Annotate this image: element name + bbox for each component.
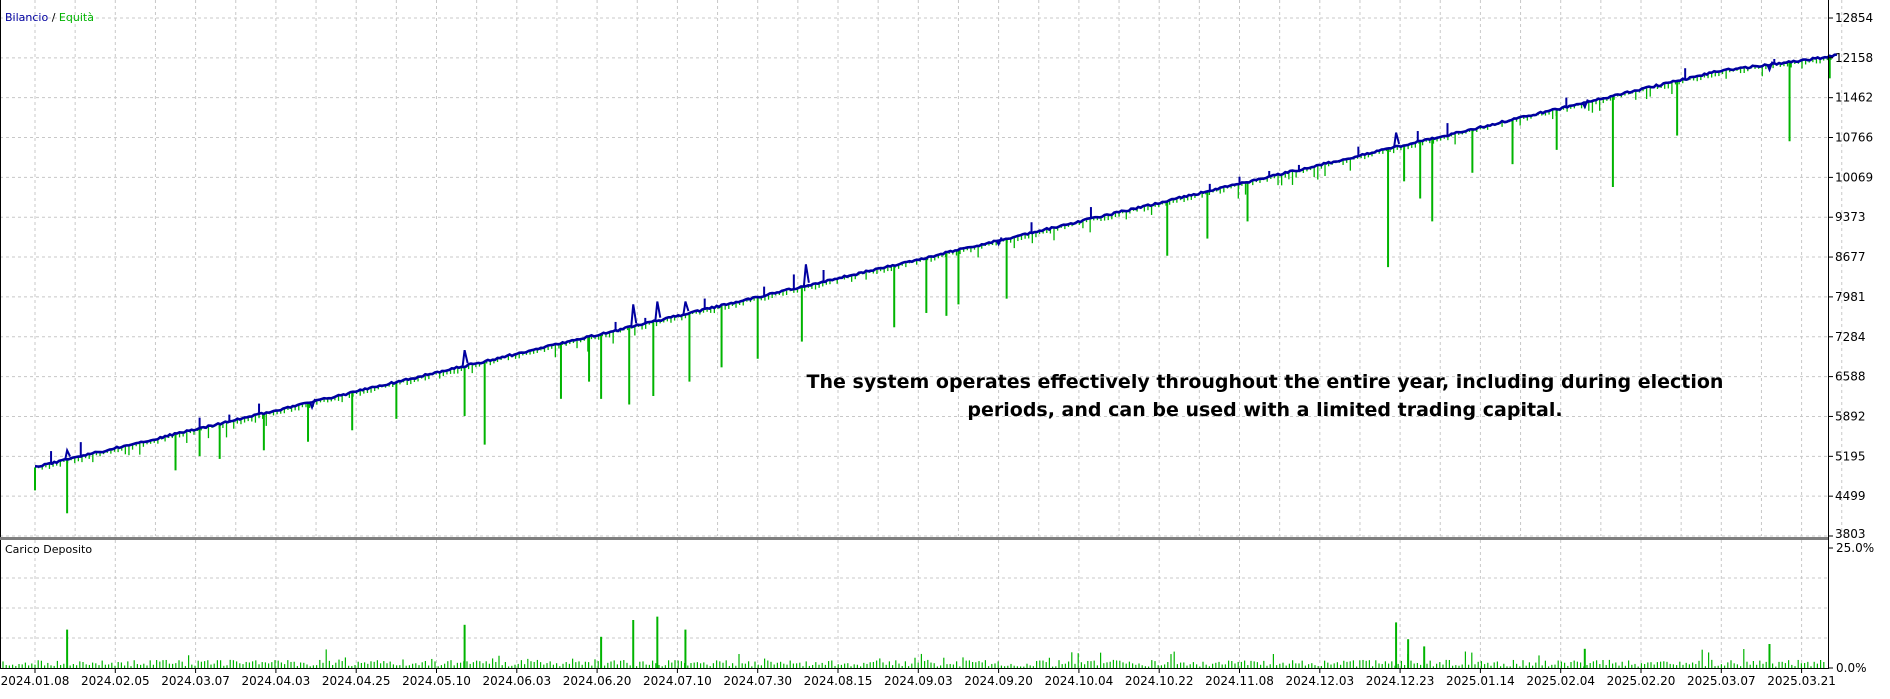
- lower-panel-title: Carico Deposito: [5, 543, 92, 556]
- balance-spike: [654, 301, 662, 322]
- x-tick-label: 2025.03.07: [1687, 674, 1756, 688]
- x-tick-label: 2025.03.21: [1767, 674, 1836, 688]
- y-tick-label: 5195: [1835, 449, 1866, 463]
- balance-series: [34, 53, 1838, 468]
- x-tick-label: 2024.12.23: [1366, 674, 1435, 688]
- equity-series: [34, 56, 1832, 514]
- x-tick-label: 2024.12.03: [1285, 674, 1354, 688]
- x-tick-label: 2024.11.08: [1205, 674, 1274, 688]
- y-tick-label: 10069: [1835, 170, 1873, 184]
- chart-frame: [0, 0, 1829, 669]
- balance-spike: [995, 237, 1003, 247]
- y-tick-label: 7981: [1835, 290, 1866, 304]
- x-tick-label: 2024.05.10: [402, 674, 471, 688]
- y-tick-label: 6588: [1835, 370, 1866, 384]
- x-tick-label: 2024.09.03: [884, 674, 953, 688]
- balance-spike: [682, 301, 690, 315]
- legend-separator: /: [48, 11, 59, 24]
- balance-spike: [802, 264, 810, 287]
- balance-spike: [64, 447, 72, 461]
- y-tick-label: 12854: [1835, 11, 1873, 25]
- x-tick-label: 2025.01.14: [1446, 674, 1515, 688]
- x-tick-label: 2024.06.03: [482, 674, 551, 688]
- x-tick-label: 2024.06.20: [563, 674, 632, 688]
- y-tick-label: 4499: [1835, 489, 1866, 503]
- balance-spike: [309, 398, 316, 411]
- annotation-line-2: periods, and can be used with a limited …: [967, 399, 1562, 421]
- annotation-line-1: The system operates effectively througho…: [807, 371, 1724, 393]
- lower-y-tick-label: 0.0%: [1836, 661, 1867, 675]
- y-tick-label: 12158: [1835, 51, 1873, 65]
- x-tick-label: 2024.08.15: [804, 674, 873, 688]
- x-tick-label: 2024.09.20: [964, 674, 1033, 688]
- x-tick-label: 2024.01.08: [1, 674, 70, 688]
- x-tick-label: 2025.02.20: [1607, 674, 1676, 688]
- panel-divider: [0, 537, 1828, 540]
- balance-spike: [630, 304, 638, 327]
- x-tick-label: 2024.04.03: [242, 674, 311, 688]
- x-tick-label: 2024.02.05: [81, 674, 150, 688]
- legend-equity-label: Equità: [59, 11, 94, 24]
- x-tick-label: 2024.04.25: [322, 674, 391, 688]
- balance-spike: [1581, 99, 1589, 110]
- balance-spike: [1393, 132, 1401, 148]
- lower-y-tick-label: 25.0%: [1836, 541, 1874, 555]
- x-axis-ticks: 2024.01.08 2024.02.05 2024.03.07 2024.04.03…: [1, 668, 1836, 688]
- y-tick-label: 10766: [1835, 130, 1873, 144]
- y-tick-label: 3803: [1835, 527, 1866, 541]
- x-tick-label: 2024.10.04: [1045, 674, 1114, 688]
- x-tick-label: 2024.07.30: [723, 674, 792, 688]
- y-axis-ticks: 12854 12158 11462 10766 10069 9373 8677 7981 728…: [1828, 11, 1873, 541]
- y-tick-label: 9373: [1835, 210, 1866, 224]
- x-tick-label: 2024.10.22: [1125, 674, 1194, 688]
- balance-line: [34, 53, 1838, 468]
- y-tick-label: 7284: [1835, 330, 1866, 344]
- y-tick-label: 8677: [1835, 250, 1866, 264]
- chart-grid: [0, 0, 1843, 668]
- y-tick-label: 11462: [1835, 91, 1873, 105]
- balance-spike: [1766, 61, 1774, 73]
- balance-spike: [461, 349, 469, 367]
- deposit-load-bars: [2, 616, 1825, 668]
- legend: Bilancio / Equità: [5, 11, 94, 24]
- lower-y-axis-ticks: 25.0% 0.0%: [1828, 541, 1874, 675]
- y-tick-label: 5892: [1835, 409, 1866, 423]
- x-tick-label: 2025.02.04: [1526, 674, 1595, 688]
- legend-balance-label: Bilancio: [5, 11, 48, 24]
- x-tick-label: 2024.03.07: [161, 674, 230, 688]
- x-tick-label: 2024.07.10: [643, 674, 712, 688]
